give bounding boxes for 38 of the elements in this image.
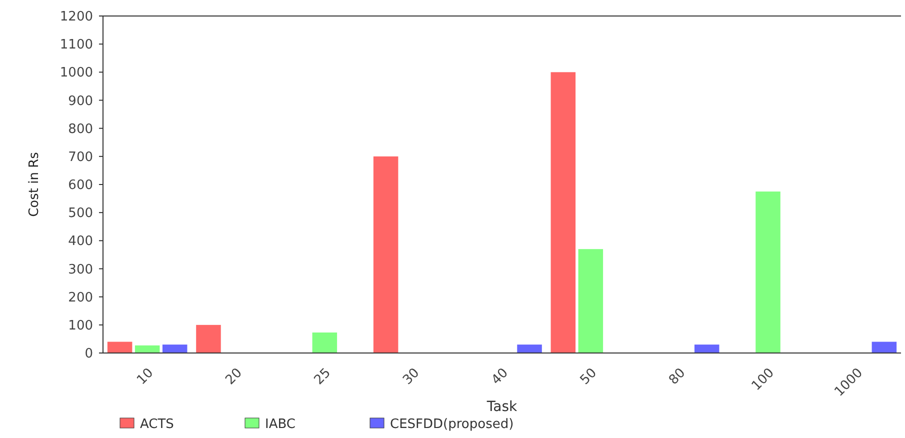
x-tick-label: 30 xyxy=(400,366,423,388)
y-tick-label: 400 xyxy=(68,234,93,250)
bar xyxy=(694,344,720,353)
x-tick-label: 25 xyxy=(312,366,334,388)
x-axis-title: Task xyxy=(486,399,518,415)
bar xyxy=(756,192,780,353)
bar xyxy=(373,156,398,353)
legend-label: CESFDD(proposed) xyxy=(390,417,514,432)
y-tick-label: 1200 xyxy=(60,10,93,25)
y-tick-label: 700 xyxy=(68,150,93,165)
x-tick-label: 80 xyxy=(666,366,689,388)
bar xyxy=(107,342,132,353)
legend-label: IABC xyxy=(265,417,296,432)
y-tick-label: 1000 xyxy=(60,66,93,81)
y-tick-label: 800 xyxy=(68,122,93,137)
bar xyxy=(578,249,604,353)
x-tick-label: 10 xyxy=(134,366,157,388)
bar xyxy=(550,72,576,353)
bar xyxy=(872,342,897,353)
y-tick-label: 1100 xyxy=(60,38,93,53)
y-tick-label: 200 xyxy=(68,290,93,306)
x-tick-label: 40 xyxy=(488,366,512,388)
y-tick-label: 600 xyxy=(68,178,93,194)
x-tick-label: 20 xyxy=(222,366,246,388)
y-tick-label: 0 xyxy=(84,346,93,362)
y-tick-label: 900 xyxy=(68,94,93,109)
y-tick-label: 300 xyxy=(68,262,93,278)
y-tick-label: 500 xyxy=(68,206,93,222)
bar xyxy=(312,332,338,353)
bar xyxy=(196,324,221,353)
legend-label: ACTS xyxy=(140,417,174,432)
bar xyxy=(134,345,160,353)
y-axis-title: Cost in Rs xyxy=(27,152,42,217)
bar xyxy=(162,344,188,353)
bar xyxy=(517,344,542,353)
y-tick-label: 100 xyxy=(68,318,93,334)
x-tick-label: 50 xyxy=(578,366,600,388)
x-tick-label: 100 xyxy=(749,366,778,394)
